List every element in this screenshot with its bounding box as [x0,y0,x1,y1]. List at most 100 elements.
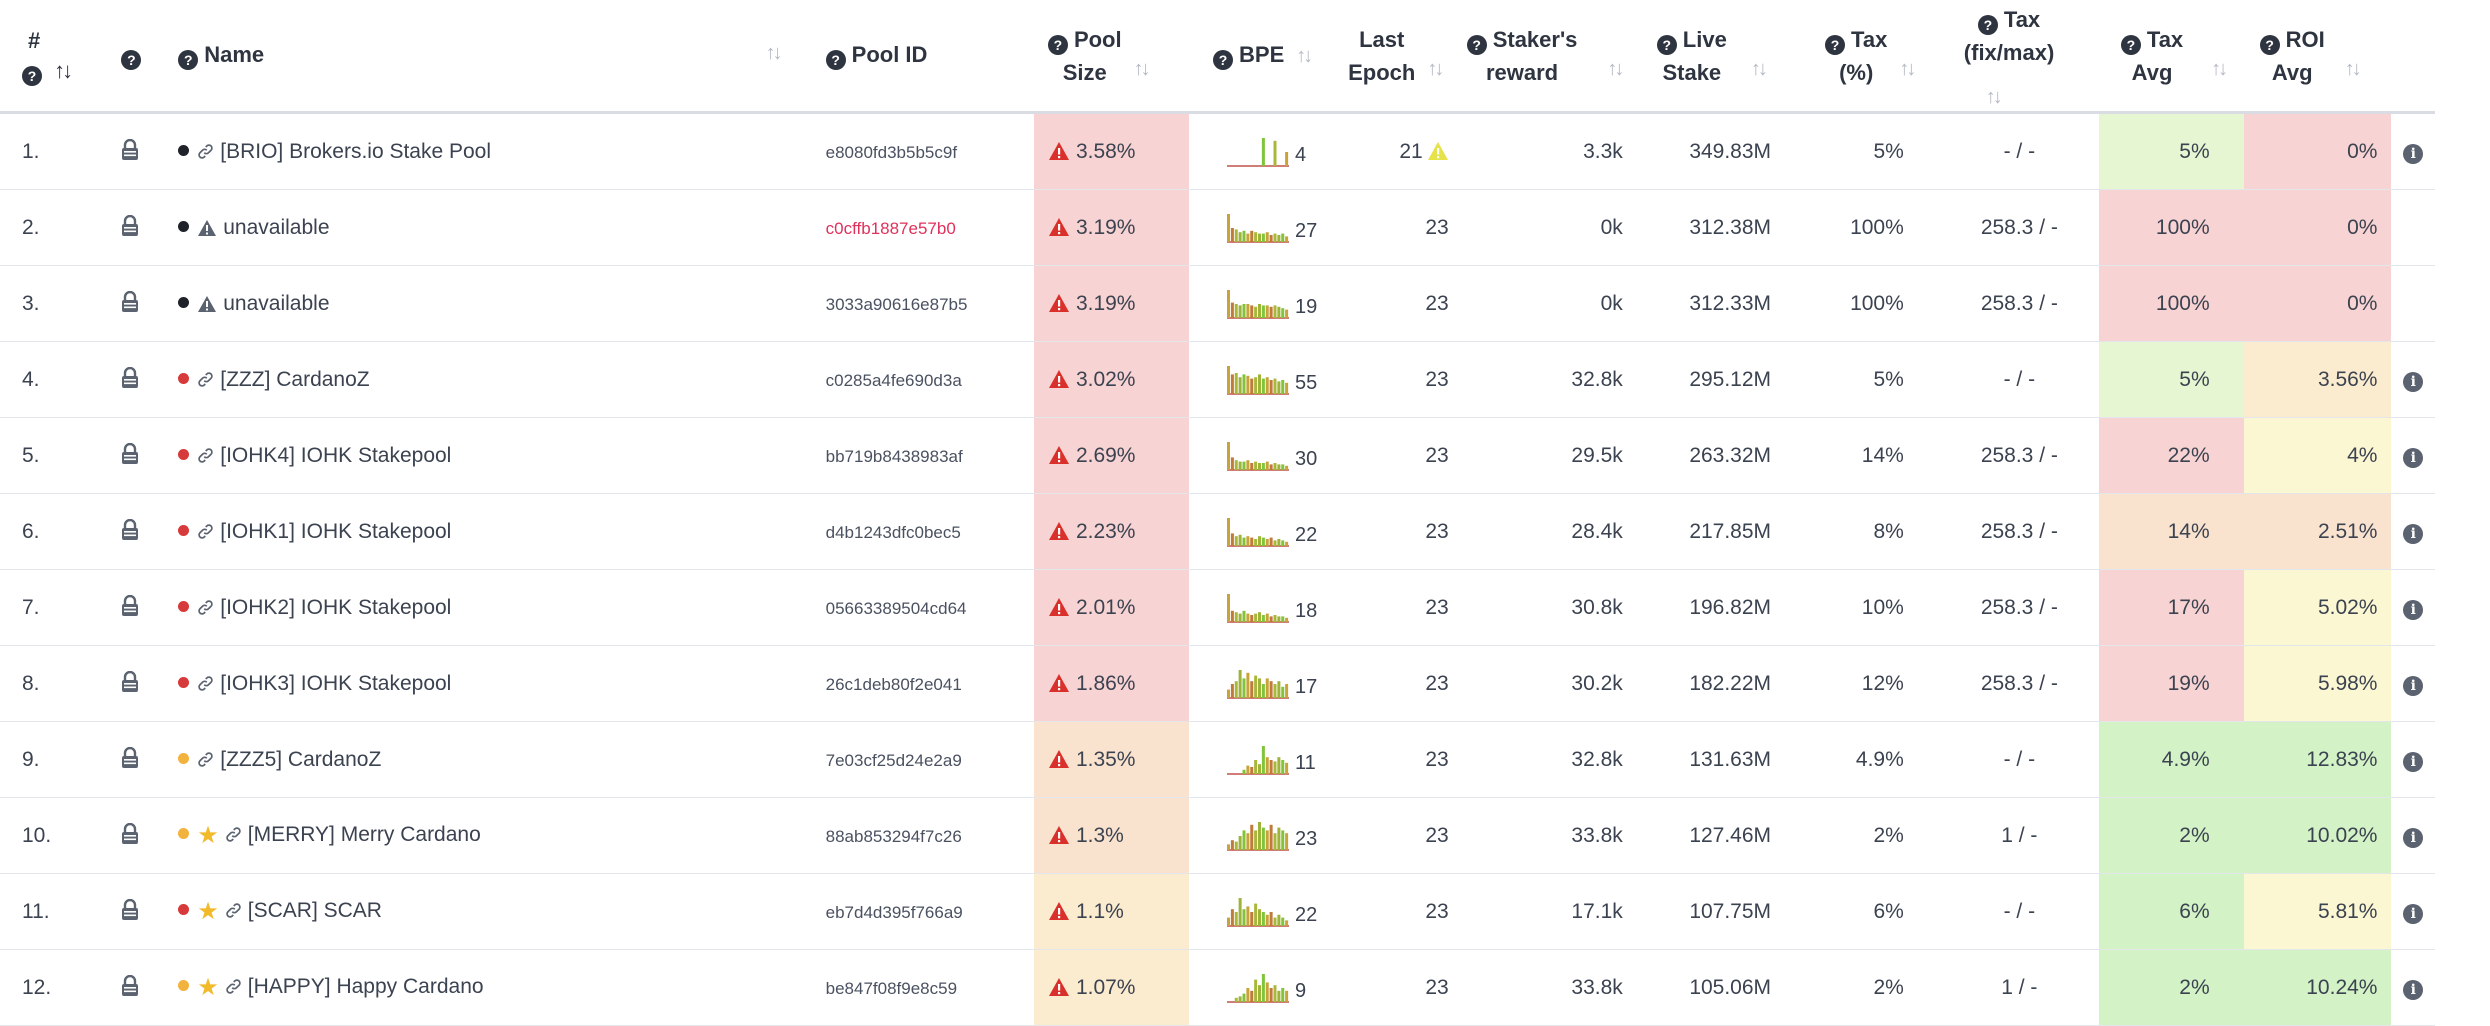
header-bpe[interactable]: ? BPE ↑↓ [1189,0,1345,114]
header-roi-avg[interactable]: ? ROI Avg ↑↓ [2243,0,2392,114]
help-icon[interactable]: ? [1047,34,1068,55]
name-cell[interactable]: ★ [SCAR] SCAR [160,873,812,950]
info-icon[interactable]: i [2403,143,2424,164]
pool-name[interactable]: [HAPPY] Happy Cardano [247,975,484,998]
table-row[interactable]: 7. [IOHK2] IOHK Stakepool 05663389504cd6… [0,569,2435,646]
name-cell[interactable]: [IOHK4] IOHK Stakepool [160,417,812,494]
sort-icon[interactable]: ↑↓ [1427,58,1444,81]
name-cell[interactable]: [IOHK2] IOHK Stakepool [160,569,812,646]
sort-icon[interactable]: ↑↓ [1899,58,1916,81]
pool-id[interactable]: bb719b8438983af [825,446,963,466]
info-icon[interactable]: i [2403,447,2424,468]
pool-id[interactable]: d4b1243dfc0bec5 [825,522,961,542]
link-icon[interactable] [225,899,248,922]
pool-id-cell[interactable]: 26c1deb80f2e041 [811,645,1034,722]
link-icon[interactable] [197,748,220,771]
help-icon[interactable]: ? [2120,34,2141,55]
pool-id-cell[interactable]: 05663389504cd64 [811,569,1034,646]
pool-id-cell[interactable]: c0cffb1887e57b0 [811,189,1034,266]
help-icon[interactable]: ? [22,65,42,86]
help-icon[interactable]: ? [2259,34,2280,55]
sort-icon[interactable]: ↑↓ [2211,58,2228,81]
header-tax-fix-max[interactable]: ? Tax (fix/max) ↑↓ [1943,0,2099,114]
pool-id-cell[interactable]: 88ab853294f7c26 [811,797,1034,874]
name-cell[interactable]: unavailable [160,189,812,266]
table-row[interactable]: 2. unavailable c0cffb1887e57b0 3.19% 27 … [0,189,2435,266]
table-row[interactable]: 10. ★ [MERRY] Merry Cardano 88ab853294f7c… [0,797,2435,874]
pool-id[interactable]: c0cffb1887e57b0 [825,218,956,238]
pool-id-cell[interactable]: be847f08f9e8c59 [811,949,1034,1026]
pool-id[interactable]: be847f08f9e8c59 [825,978,958,998]
sort-icon[interactable]: ↑↓ [1750,58,1768,81]
table-row[interactable]: 6. [IOHK1] IOHK Stakepool d4b1243dfc0bec… [0,493,2435,570]
pool-name[interactable]: [ZZZ] CardanoZ [220,367,370,391]
pool-name[interactable]: [IOHK4] IOHK Stakepool [220,443,452,467]
pool-name[interactable]: [ZZZ5] CardanoZ [220,747,382,771]
help-icon[interactable]: ? [1466,34,1487,55]
header-name[interactable]: ? Name ↑↓ [160,0,812,114]
pool-name[interactable]: [MERRY] Merry Cardano [247,823,481,846]
header-pool-size[interactable]: ? Pool Size ↑↓ [1033,0,1190,114]
info-icon[interactable]: i [2403,371,2424,392]
pool-name[interactable]: [IOHK2] IOHK Stakepool [220,595,452,619]
help-icon[interactable]: ? [1213,49,1234,70]
pool-name[interactable]: [BRIO] Brokers.io Stake Pool [220,139,492,163]
pool-id[interactable]: 3033a90616e87b5 [825,294,968,314]
header-live-stake[interactable]: ? Live Stake ↑↓ [1638,0,1800,114]
pool-id-cell[interactable]: eb7d4d395f766a9 [811,873,1034,950]
help-icon[interactable]: ? [1977,14,1998,35]
link-icon[interactable] [197,672,220,695]
pool-id-cell[interactable]: 3033a90616e87b5 [811,265,1034,342]
info-icon[interactable]: i [2403,751,2424,772]
link-icon[interactable] [197,140,220,163]
pool-name[interactable]: unavailable [223,291,330,315]
name-cell[interactable]: ★ [MERRY] Merry Cardano [160,797,812,874]
pool-id-cell[interactable]: d4b1243dfc0bec5 [811,493,1034,570]
info-icon[interactable]: i [2403,979,2424,1000]
name-cell[interactable]: [IOHK1] IOHK Stakepool [160,493,812,570]
table-row[interactable]: 1. [BRIO] Brokers.io Stake Pool e8080fd3… [0,112,2435,190]
name-cell[interactable]: ★ [HAPPY] Happy Cardano [160,949,812,1026]
help-icon[interactable]: ? [1656,34,1677,55]
sort-active-icon[interactable]: ↑↓ [54,57,73,83]
pool-name[interactable]: [IOHK1] IOHK Stakepool [220,519,452,543]
pool-id[interactable]: 88ab853294f7c26 [825,826,962,846]
header-pool-id[interactable]: ? Pool ID [811,0,1034,114]
link-icon[interactable] [225,823,248,846]
sort-icon[interactable]: ↑↓ [765,42,783,64]
pool-id[interactable]: eb7d4d395f766a9 [825,902,963,922]
pool-id[interactable]: e8080fd3b5b5c9f [825,142,958,162]
pool-id[interactable]: 26c1deb80f2e041 [825,674,962,694]
pool-id[interactable]: c0285a4fe690d3a [825,370,962,390]
pool-id[interactable]: 7e03cf25d24e2a9 [825,750,962,770]
sort-icon[interactable]: ↑↓ [1607,58,1624,81]
header-tax[interactable]: ? Tax (%) ↑↓ [1799,0,1944,114]
link-icon[interactable] [197,520,220,543]
table-row[interactable]: 8. [IOHK3] IOHK Stakepool 26c1deb80f2e04… [0,645,2435,722]
help-icon[interactable]: ? [825,49,846,70]
help-icon[interactable]: ? [1825,34,1846,55]
help-icon[interactable]: ? [178,49,199,70]
pool-id-cell[interactable]: c0285a4fe690d3a [811,341,1034,418]
table-row[interactable]: 3. unavailable 3033a90616e87b5 3.19% 19 … [0,265,2435,342]
pool-id-cell[interactable]: bb719b8438983af [811,417,1034,494]
pool-name[interactable]: unavailable [223,215,330,239]
sort-icon[interactable]: ↑↓ [1296,44,1313,67]
pool-id-cell[interactable]: 7e03cf25d24e2a9 [811,721,1034,798]
name-cell[interactable]: [IOHK3] IOHK Stakepool [160,645,812,722]
help-icon[interactable]: ? [121,49,142,70]
table-row[interactable]: 11. ★ [SCAR] SCAR eb7d4d395f766a9 1.1% 22… [0,873,2435,950]
header-last-epoch[interactable]: Last Epoch ↑↓ [1344,0,1453,114]
pool-id[interactable]: 05663389504cd64 [825,598,967,618]
header-staker-reward[interactable]: ? Staker's reward ↑↓ [1452,0,1639,114]
pool-name[interactable]: [IOHK3] IOHK Stakepool [220,671,452,695]
link-icon[interactable] [225,975,248,998]
info-icon[interactable]: i [2403,903,2424,924]
sort-icon[interactable]: ↑↓ [1133,58,1151,81]
link-icon[interactable] [197,368,220,391]
pool-name[interactable]: [SCAR] SCAR [247,899,382,922]
link-icon[interactable] [197,444,220,467]
table-row[interactable]: 4. [ZZZ] CardanoZ c0285a4fe690d3a 3.02% … [0,341,2435,418]
name-cell[interactable]: [BRIO] Brokers.io Stake Pool [160,112,812,190]
table-row[interactable]: 9. [ZZZ5] CardanoZ 7e03cf25d24e2a9 1.35%… [0,721,2435,798]
